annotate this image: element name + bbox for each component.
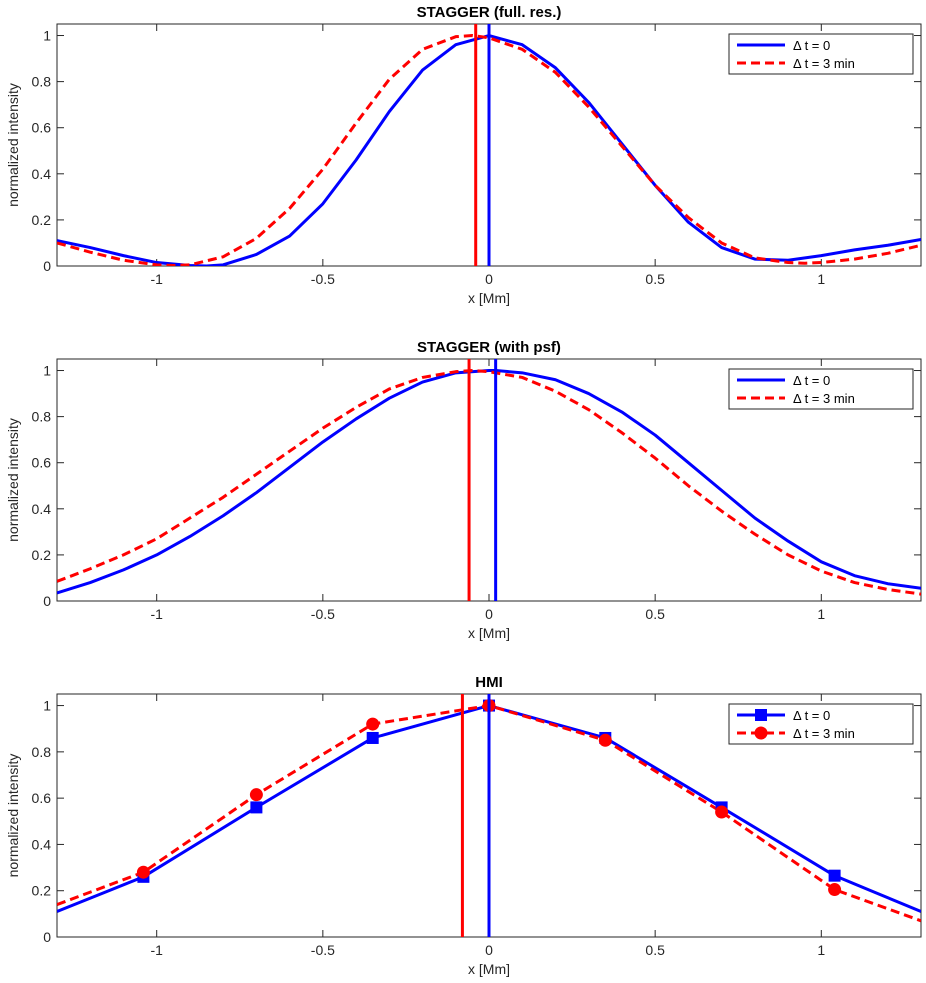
y-tick-label: 0.4: [32, 501, 52, 517]
legend-box: [728, 368, 914, 410]
chart-title: HMI: [475, 674, 503, 691]
y-tick-label: 1: [43, 698, 51, 714]
x-tick-label: 0: [485, 606, 493, 622]
y-tick-label: 0.2: [32, 547, 52, 563]
y-tick-label: 0: [43, 929, 51, 945]
y-tick-label: 0.4: [32, 166, 52, 182]
x-tick-label: 0: [485, 271, 493, 287]
data-point-square: [250, 801, 263, 814]
x-tick-label: 0: [485, 942, 493, 958]
data-point-square: [828, 869, 841, 882]
series-line-dt3min: [57, 369, 921, 596]
legend-marker-circle: [754, 726, 768, 740]
x-tick-label: -0.5: [311, 606, 335, 622]
x-tick-label: 1: [817, 942, 825, 958]
x-tick-label: -1: [150, 942, 163, 958]
y-tick-label: 0.4: [32, 836, 52, 852]
data-point-circle: [715, 805, 729, 819]
y-tick-label: 1: [43, 363, 51, 379]
x-tick-label: -0.5: [311, 271, 335, 287]
x-tick-label: 0.5: [645, 606, 665, 622]
y-axis-label: normalized intensity: [5, 754, 21, 878]
x-axis-label: x [Mm]: [468, 625, 510, 641]
y-tick-label: 0.8: [32, 409, 52, 425]
y-tick-label: 0.6: [32, 455, 52, 471]
series-line-dt0: [57, 369, 921, 595]
x-axis-label: x [Mm]: [468, 961, 510, 977]
data-point-circle: [366, 717, 380, 731]
legend-label: Δ t = 0: [793, 38, 830, 53]
x-tick-label: -1: [150, 271, 163, 287]
x-axis-label: x [Mm]: [468, 290, 510, 306]
x-tick-label: -0.5: [311, 942, 335, 958]
plot-area: [57, 359, 921, 601]
x-tick-label: 1: [817, 606, 825, 622]
chart-title: STAGGER (full. res.): [417, 4, 562, 21]
legend: Δ t = 0 Δ t = 3 min: [728, 368, 914, 410]
y-tick-label: 0.6: [32, 120, 52, 136]
y-axis-label: normalized intensity: [5, 418, 21, 542]
data-point-circle: [136, 865, 150, 879]
x-tick-label: 0.5: [645, 942, 665, 958]
chart-panel-1: STAGGER (full. res.) -1 -0.5 0 0.5 1 0 0.2 0.4 0.…: [5, 4, 922, 306]
y-tick-label: 0: [43, 258, 51, 274]
legend-marker-square: [755, 709, 767, 721]
data-point-circle: [598, 733, 612, 747]
chart-panel-3: HMI -1 -0.5 0 0.5 1 0 0.2 0.4 0.6 0.8 1 x [Mm] normal…: [5, 674, 922, 977]
legend-box: [728, 33, 914, 75]
plot-area: [57, 24, 921, 266]
data-point-square: [366, 731, 379, 744]
y-tick-label: 0.2: [32, 883, 52, 899]
y-tick-label: 0.6: [32, 790, 52, 806]
y-axis-label: normalized intensity: [5, 83, 21, 207]
x-tick-label: 0.5: [645, 271, 665, 287]
x-tick-label: 1: [817, 271, 825, 287]
legend: Δ t = 0 Δ t = 3 min: [728, 33, 914, 75]
plot-area: [57, 694, 921, 937]
legend-label: Δ t = 3 min: [793, 56, 855, 71]
y-tick-label: 0.8: [32, 744, 52, 760]
y-tick-label: 0.2: [32, 212, 52, 228]
legend-label: Δ t = 3 min: [793, 391, 855, 406]
legend-label: Δ t = 0: [793, 708, 830, 723]
data-point-circle: [828, 883, 842, 897]
x-tick-label: -1: [150, 606, 163, 622]
legend-label: Δ t = 0: [793, 373, 830, 388]
legend-label: Δ t = 3 min: [793, 726, 855, 741]
y-tick-label: 0.8: [32, 74, 52, 90]
series-line-dt3min: [57, 34, 921, 266]
chart-title: STAGGER (with psf): [417, 339, 561, 356]
chart-panel-2: STAGGER (with psf) -1 -0.5 0 0.5 1 0 0.2 0.4 0.6 0…: [5, 339, 922, 641]
y-tick-label: 1: [43, 28, 51, 44]
legend: Δ t = 0 Δ t = 3 min: [728, 703, 914, 745]
data-point-circle: [249, 788, 263, 802]
y-tick-label: 0: [43, 593, 51, 609]
